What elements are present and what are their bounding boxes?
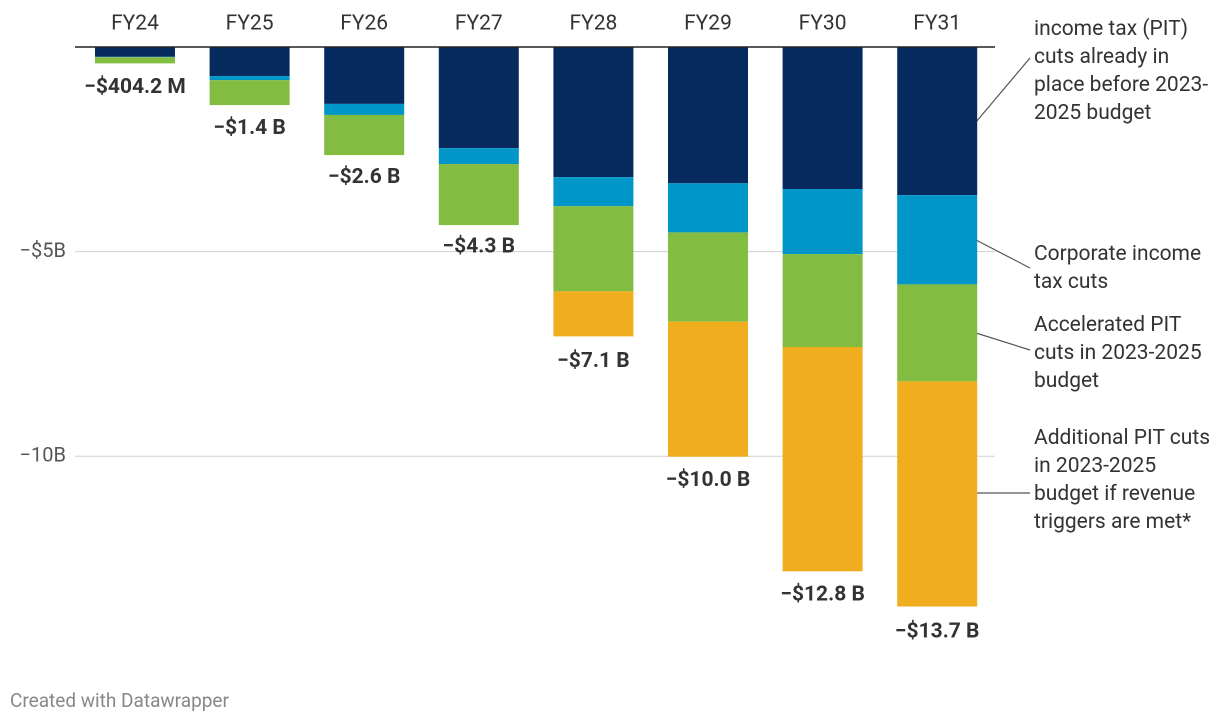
bar-segment <box>668 232 748 322</box>
bar-segment <box>553 291 634 337</box>
y-tick-label: −$5B <box>20 238 66 262</box>
x-tick-label: FY30 <box>799 12 847 36</box>
x-tick-label: FY29 <box>684 12 732 36</box>
bar-segment <box>668 321 748 457</box>
bar-segment <box>782 347 863 572</box>
legend-label: Accelerated PIT cuts in 2023-2025 budget <box>1034 313 1202 393</box>
leader-line <box>975 332 1031 351</box>
total-label: −$13.7 B <box>895 619 980 643</box>
bar-segment <box>553 206 634 292</box>
bar-segment <box>209 80 290 106</box>
bar-segment <box>438 164 519 226</box>
bar-segment <box>782 47 863 190</box>
total-label: −$1.4 B <box>213 116 286 140</box>
bar-segment <box>897 381 978 607</box>
bar-segment <box>209 47 290 77</box>
bar-segment <box>897 195 978 285</box>
bar-segment <box>782 254 863 348</box>
total-label: −$7.1 B <box>557 349 630 373</box>
y-tick-label: −10B <box>20 443 66 467</box>
x-tick-label: FY26 <box>340 12 388 36</box>
bar-segment <box>553 47 634 178</box>
bar-segment <box>324 103 405 115</box>
total-label: −$2.6 B <box>328 165 401 189</box>
bar-segment <box>782 189 863 255</box>
leader-line <box>975 57 1031 123</box>
bar-segment <box>324 47 405 104</box>
x-tick-label: FY31 <box>913 12 961 36</box>
legend-label: Corporate income tax cuts <box>1034 242 1202 294</box>
x-tick-label: FY25 <box>226 12 274 36</box>
legend-label: Additional PIT cuts in 2023-2025 budget … <box>1034 426 1211 534</box>
footer: Created with Datawrapper <box>10 689 229 712</box>
total-label: −$404.2 M <box>84 75 186 99</box>
x-tick-label: FY28 <box>569 12 617 36</box>
bar-segment <box>438 148 519 165</box>
bar-segment <box>438 47 519 149</box>
bar-segment <box>668 47 748 184</box>
total-label: −$4.3 B <box>443 235 516 259</box>
bar-segment <box>95 57 175 64</box>
bar-segment <box>897 47 978 196</box>
bar-segment <box>668 183 748 233</box>
bar-segment <box>553 177 634 207</box>
total-label: −$10.0 B <box>666 468 751 492</box>
bar-segment <box>95 47 175 57</box>
bar-segment <box>209 76 290 81</box>
x-tick-label: FY24 <box>111 12 159 36</box>
bar-segment <box>897 284 978 382</box>
legend-label: income tax (PIT) cuts already in place b… <box>1034 17 1209 125</box>
leader-line <box>975 239 1031 269</box>
bar-segment <box>324 114 405 156</box>
total-label: −$12.8 B <box>780 582 865 606</box>
x-tick-label: FY27 <box>455 12 503 36</box>
